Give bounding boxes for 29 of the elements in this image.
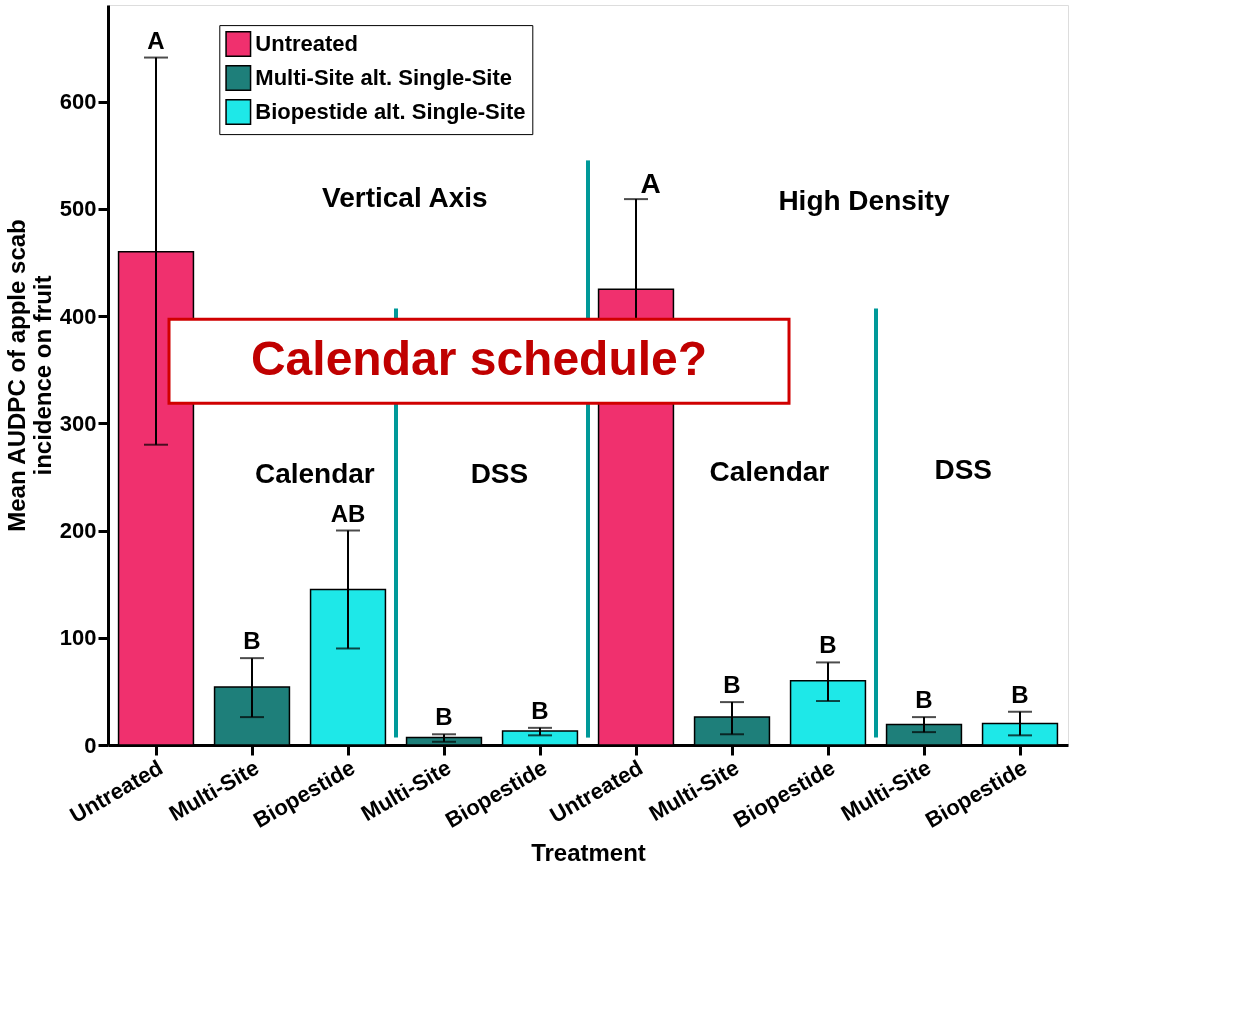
y-tick-label: 0 [84,732,97,758]
annotation: Calendar [709,455,830,487]
annotation: Calendar schedule? [250,332,708,386]
y-tick-label: 100 [59,625,97,651]
data-label: B [531,696,549,724]
legend-label: Multi-Site alt. Single-Site [255,65,512,91]
data-label: B [1011,680,1029,708]
data-label: B [723,671,741,699]
legend-label: Untreated [255,31,358,57]
annotation: DSS [470,458,529,490]
annotation: A [147,26,165,54]
legend-label: Biopestide alt. Single-Site [255,99,526,125]
data-label: B [819,631,837,659]
y-tick-label: 300 [59,410,97,436]
data-label: B [915,686,933,714]
data-label: B [243,627,261,655]
y-tick-label: 600 [59,89,97,115]
y-tick-label: 200 [59,518,97,544]
data-label: AB [330,499,366,527]
data-label: B [435,703,453,731]
annotation: A [640,167,661,199]
y-axis-title: Mean AUDPC of apple scab incidence on fruit [2,219,56,532]
y-tick-label: 500 [59,196,97,222]
y-tick-label: 400 [59,303,97,329]
annotation: DSS [934,453,992,485]
x-axis-title: Treatment [531,838,646,866]
annotation: Calendar [254,458,375,490]
annotation: High Density [778,185,950,217]
annotation: Vertical Axis [322,181,488,213]
